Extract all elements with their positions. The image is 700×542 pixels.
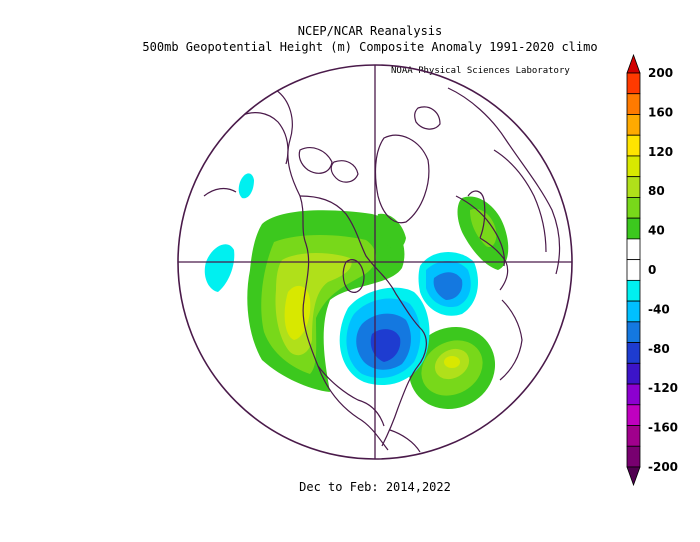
negative-anomaly-siberia bbox=[238, 173, 254, 199]
colorbar-swatch bbox=[626, 279, 641, 302]
colorbar-tick-label: -160 bbox=[648, 421, 678, 435]
colorbar-tick-label: 120 bbox=[648, 145, 673, 159]
colorbar-tick-label: 80 bbox=[648, 184, 665, 198]
colorbar-swatch bbox=[626, 238, 641, 261]
colorbar-arrow-top bbox=[626, 53, 641, 74]
map-border bbox=[177, 64, 573, 460]
colorbar-tick-label: -120 bbox=[648, 381, 678, 395]
map-subtitle: 500mb Geopotential Height (m) Composite … bbox=[142, 40, 598, 54]
colorbar-swatch bbox=[626, 217, 641, 240]
colorbar-swatch bbox=[626, 342, 641, 364]
colorbar-tick-label: -80 bbox=[648, 342, 670, 356]
colorbar-swatch bbox=[626, 425, 641, 447]
colorbar-swatch bbox=[626, 72, 641, 95]
anomaly-field bbox=[204, 173, 509, 410]
colorbar-tick-label: 40 bbox=[648, 224, 665, 238]
colorbar-swatch bbox=[626, 362, 641, 385]
colorbar-swatch bbox=[626, 134, 641, 157]
colorbar-swatch bbox=[626, 114, 641, 136]
colorbar-swatch bbox=[626, 404, 641, 426]
colorbar-swatch bbox=[626, 176, 641, 198]
colorbar-tick-label: -40 bbox=[648, 302, 670, 316]
colorbar-arrow-bottom bbox=[626, 466, 641, 487]
colorbar-swatch bbox=[626, 321, 641, 343]
colorbar-swatch bbox=[626, 155, 641, 178]
period-label: Dec to Feb: 2014,2022 bbox=[299, 480, 451, 494]
colorbar-tick-label: 200 bbox=[648, 66, 673, 80]
colorbar-swatch bbox=[626, 445, 641, 468]
colorbar-swatch bbox=[626, 300, 641, 323]
negative-anomaly-pacific bbox=[204, 244, 235, 292]
colorbar-tick-label: 160 bbox=[648, 105, 673, 119]
colorbar-swatch bbox=[626, 197, 641, 219]
colorbar-tick-label: -200 bbox=[648, 460, 678, 474]
colorbar-tick-label: 0 bbox=[648, 263, 656, 277]
colorbar-swatch bbox=[626, 259, 641, 281]
colorbar-swatch bbox=[626, 383, 641, 406]
colorbar-swatch bbox=[626, 93, 641, 115]
credit-text: NOAA Physical Sciences Laboratory bbox=[391, 66, 570, 76]
map-title: NCEP/NCAR Reanalysis bbox=[297, 24, 443, 38]
